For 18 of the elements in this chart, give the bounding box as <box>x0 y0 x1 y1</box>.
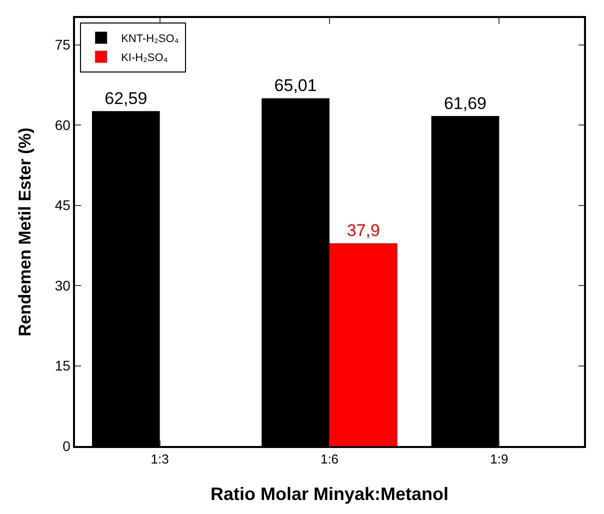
y-tick-label: 60 <box>54 116 71 133</box>
x-axis-title: Ratio Molar Minyak:Metanol <box>210 484 449 504</box>
y-tick-label: 75 <box>54 36 71 53</box>
data-label: 61,69 <box>444 94 487 113</box>
bar <box>330 243 398 446</box>
x-tick-label: 1:6 <box>320 451 339 466</box>
legend-label: KNT-H₂SO₄ <box>121 33 180 46</box>
y-tick-label: 0 <box>62 438 71 454</box>
data-label: 65,01 <box>274 76 317 96</box>
y-tick-label: 15 <box>54 358 71 374</box>
data-label: 37,9 <box>346 221 380 240</box>
data-label: 62,59 <box>104 89 148 108</box>
y-axis-title: Rendemen Metil Ester (%) <box>16 128 34 336</box>
x-tick-label: 1:3 <box>150 451 169 466</box>
y-tick-label: 30 <box>54 277 71 294</box>
x-tick-label: 1:9 <box>490 451 508 466</box>
y-tick-label: 45 <box>54 197 71 214</box>
legend-label: KI-H₂SO₄ <box>121 52 168 64</box>
